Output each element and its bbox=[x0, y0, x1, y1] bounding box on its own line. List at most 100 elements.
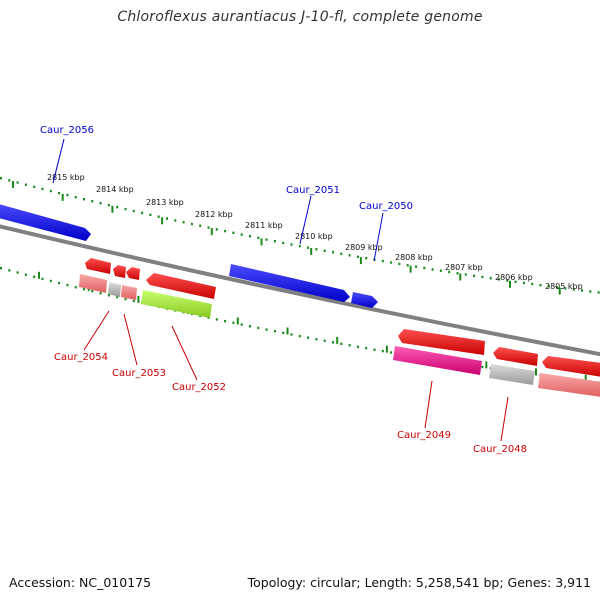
gene-label-caur-2051[interactable]: Caur_2051 bbox=[286, 185, 340, 196]
ruler-dot bbox=[58, 281, 61, 285]
gene-label-caur-2056[interactable]: Caur_2056 bbox=[40, 125, 94, 136]
ruler-dot bbox=[124, 207, 127, 211]
ruler-dot bbox=[423, 266, 426, 270]
ruler-dot bbox=[249, 325, 251, 328]
topology-text: Topology: circular; Length: 5,258,541 bp… bbox=[247, 575, 591, 590]
gene-label-caur-2050[interactable]: Caur_2050 bbox=[359, 201, 413, 212]
ruler-dot bbox=[149, 213, 152, 216]
ruler-tick bbox=[12, 181, 14, 189]
ruler-dot bbox=[132, 209, 135, 213]
ruler-dot bbox=[107, 294, 110, 297]
ruler-dot bbox=[182, 221, 185, 224]
ruler-dot bbox=[257, 326, 260, 330]
ruler-dot bbox=[464, 273, 467, 276]
kbp-label: 2805 kbp bbox=[545, 282, 583, 291]
ruler-tick bbox=[111, 205, 114, 213]
gene-arrow-caur-2054[interactable] bbox=[85, 258, 111, 274]
ruler-dot bbox=[49, 279, 52, 283]
ruler-dot bbox=[348, 254, 351, 257]
ruler-tick bbox=[584, 374, 587, 382]
gene-arrow-caur-2053a[interactable] bbox=[113, 265, 126, 278]
ruler-dot bbox=[298, 244, 301, 248]
ruler-tick bbox=[61, 193, 64, 201]
gene-arrow-caur-2056[interactable] bbox=[0, 203, 91, 241]
ruler-dot bbox=[132, 299, 135, 303]
gene-arrow-next-a[interactable] bbox=[542, 356, 600, 377]
gene-box-caur-2049[interactable] bbox=[393, 346, 482, 375]
kbp-label: 2813 kbp bbox=[146, 198, 184, 207]
ruler-tick bbox=[310, 248, 313, 255]
ruler-dot bbox=[107, 204, 110, 207]
ruler-tick bbox=[161, 217, 164, 225]
gene-box-caur-2053a[interactable] bbox=[108, 282, 121, 297]
ruler-dot bbox=[215, 228, 218, 231]
ruler-dot bbox=[589, 290, 592, 293]
ruler-dot bbox=[597, 291, 600, 294]
ruler-dot bbox=[282, 241, 285, 245]
ruler-tick bbox=[459, 273, 462, 281]
gene-label-caur-2054[interactable]: Caur_2054 bbox=[54, 352, 108, 363]
ruler-tick bbox=[286, 327, 289, 335]
kbp-label: 2807 kbp bbox=[445, 263, 483, 272]
ruler-dot bbox=[0, 177, 2, 180]
ruler-dot bbox=[456, 272, 459, 275]
ruler-dot bbox=[74, 196, 77, 199]
ruler-tick bbox=[38, 271, 40, 279]
ruler-dot bbox=[116, 295, 119, 299]
ruler-dot bbox=[66, 193, 69, 197]
kbp-labels: 2815 kbp 2814 kbp 2813 kbp 2812 kbp 2811… bbox=[47, 173, 583, 291]
ruler-tick bbox=[535, 368, 537, 376]
ruler-dot bbox=[356, 345, 359, 348]
gene-box-caur-2048[interactable] bbox=[489, 364, 535, 385]
ruler-dot bbox=[531, 282, 534, 286]
gene-arrow-caur-2051[interactable] bbox=[229, 264, 350, 302]
ruler-dot bbox=[215, 318, 218, 321]
gene-label-caur-2049[interactable]: Caur_2049 bbox=[397, 430, 451, 441]
ruler-dot bbox=[91, 290, 94, 293]
ruler-tick bbox=[509, 280, 511, 288]
ruler-dot bbox=[224, 319, 227, 323]
gene-box-caur-2053b[interactable] bbox=[121, 285, 137, 300]
ruler-dot bbox=[157, 215, 160, 218]
ruler-tick bbox=[336, 336, 339, 344]
ruler-dot bbox=[481, 365, 484, 369]
ruler-dot bbox=[249, 235, 251, 238]
gene-arrow-caur-2052[interactable] bbox=[146, 273, 216, 299]
ruler-tick bbox=[260, 238, 263, 246]
kbp-label: 2815 kbp bbox=[47, 173, 85, 182]
gene-arrow-caur-2048[interactable] bbox=[493, 347, 538, 366]
gene-box-caur-2052[interactable] bbox=[141, 290, 212, 318]
gene-box-caur-2054[interactable] bbox=[79, 274, 107, 293]
ruler-dot bbox=[99, 292, 102, 295]
kbp-label: 2814 kbp bbox=[96, 185, 134, 194]
gene-arrow-caur-2049[interactable] bbox=[398, 329, 485, 355]
ruler-dot bbox=[24, 273, 27, 276]
callout-lines bbox=[52, 138, 509, 442]
ruler-dot bbox=[83, 288, 85, 291]
ruler-tick bbox=[409, 265, 412, 273]
kbp-label: 2809 kbp bbox=[345, 243, 383, 252]
ruler-dot bbox=[83, 198, 85, 201]
ruler-dot bbox=[273, 240, 276, 243]
gene-arrow-caur-2053b[interactable] bbox=[126, 267, 140, 280]
ruler-dot bbox=[8, 269, 11, 272]
ruler-dot bbox=[16, 271, 19, 274]
ruler-dot bbox=[390, 261, 393, 264]
ruler-dot bbox=[224, 229, 227, 233]
ruler-dot bbox=[33, 185, 36, 188]
ruler-tick bbox=[137, 295, 140, 303]
gene-label-caur-2053[interactable]: Caur_2053 bbox=[112, 368, 166, 379]
gene-label-caur-2048[interactable]: Caur_2048 bbox=[473, 444, 527, 455]
gene-arrow-caur-2050[interactable] bbox=[351, 292, 378, 308]
kbp-label: 2810 kbp bbox=[295, 232, 333, 241]
ruler-dot bbox=[439, 269, 442, 272]
ruler-dot bbox=[174, 219, 177, 222]
gene-box-next-a[interactable] bbox=[538, 373, 600, 397]
ruler-dot bbox=[489, 277, 492, 280]
ruler-dot bbox=[265, 238, 268, 241]
gene-label-caur-2052[interactable]: Caur_2052 bbox=[172, 382, 226, 393]
ruler-dot bbox=[406, 264, 409, 267]
ruler-dot bbox=[315, 248, 318, 251]
reverse-genes bbox=[79, 258, 600, 397]
kbp-label: 2812 kbp bbox=[195, 210, 233, 219]
